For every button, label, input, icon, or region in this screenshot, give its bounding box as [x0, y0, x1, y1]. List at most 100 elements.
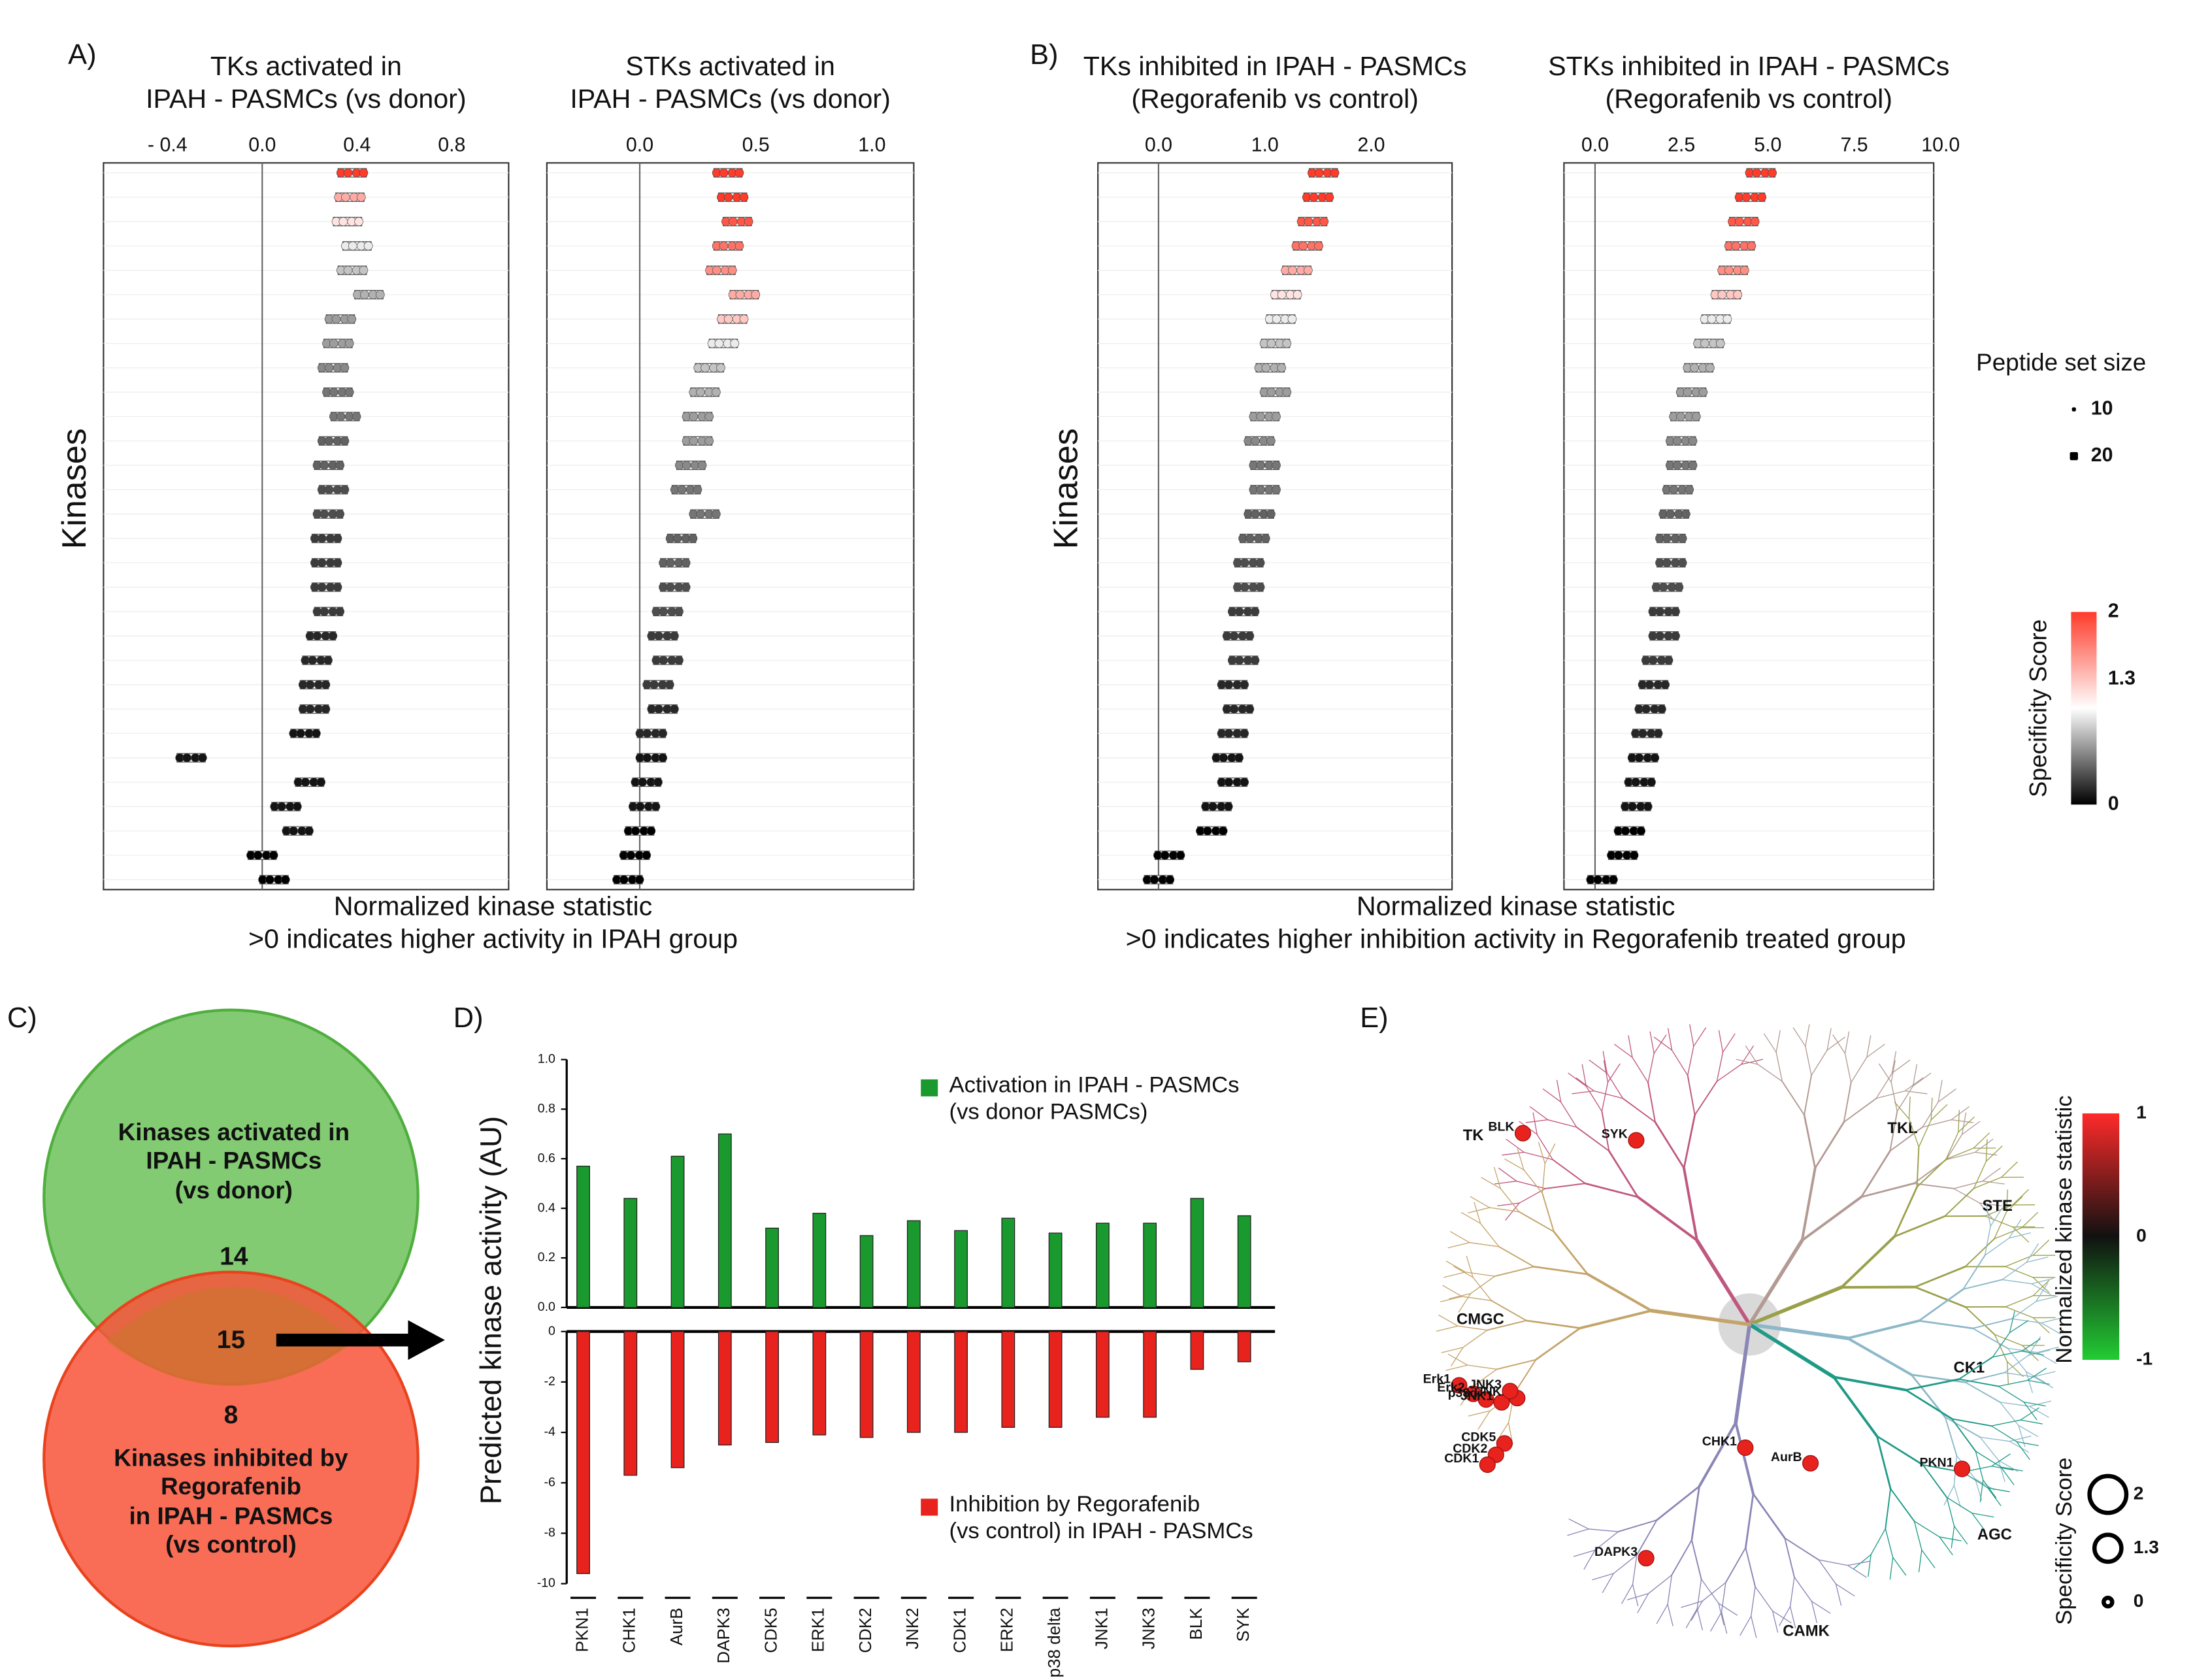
peptide-dot — [1690, 363, 1699, 372]
tree-branch — [1892, 1556, 1907, 1576]
tree-branch — [1990, 1419, 2021, 1426]
panel-label: E) — [1360, 1002, 1388, 1034]
tree-branch — [1740, 1615, 1752, 1636]
y2-tick-label: 0 — [548, 1324, 555, 1338]
venn-circle — [42, 1270, 420, 1648]
tree-branch — [1468, 1410, 1491, 1417]
x-tick-label: 0.8 — [438, 134, 465, 156]
tree-branch — [2000, 1466, 2023, 1472]
peptide-dot — [674, 655, 684, 665]
tree-branch — [1893, 1215, 1946, 1238]
tree-branch — [1518, 1211, 1555, 1232]
tree-branch — [1918, 1549, 1922, 1573]
tree-branch — [1656, 1604, 1668, 1624]
tree-branch — [1696, 1578, 1702, 1609]
tree-branch — [2016, 1441, 2039, 1446]
tree-branch — [1589, 1059, 1608, 1074]
tree-branch — [1876, 1435, 1892, 1490]
tree-branch — [1523, 1169, 1543, 1194]
tree-branch — [2033, 1376, 2054, 1389]
peptide-dot — [666, 582, 675, 592]
x-tick-label: 0.0 — [1581, 134, 1609, 156]
tree-branch — [1500, 1188, 1520, 1213]
bar — [1237, 1215, 1251, 1308]
tree-branch — [1519, 1188, 1546, 1204]
tree-branch — [1879, 1063, 1892, 1083]
bar — [717, 1331, 732, 1446]
tree-branch — [1607, 1063, 1621, 1083]
tree-branch — [1775, 1030, 1781, 1053]
legend-label: Activation in IPAH - PASMCs (vs donor PA… — [949, 1074, 1240, 1125]
tree-branch — [1487, 1319, 1527, 1331]
tree-branch — [1734, 1421, 1755, 1496]
peptide-dot — [674, 607, 684, 616]
peptide-dot — [714, 338, 724, 348]
tree-branch — [1602, 1573, 1614, 1593]
y-tick-label: 0.8 — [538, 1102, 555, 1116]
peptide-dot — [1768, 168, 1777, 178]
tree-branch — [1984, 1238, 2010, 1256]
peptide-dot — [1643, 802, 1653, 812]
tree-branch — [1536, 1134, 1553, 1161]
tree-branch — [1683, 1166, 1698, 1242]
tree-branch — [1951, 1106, 1970, 1121]
tree-branch — [1868, 1554, 1872, 1577]
tree-branch — [1814, 1121, 1845, 1170]
tree-branch — [1689, 1024, 1694, 1047]
peptide-dot — [1288, 265, 1297, 275]
tree-branch — [1951, 1418, 1977, 1452]
bar — [1001, 1217, 1015, 1308]
peptide-dot — [341, 192, 350, 202]
peptide-dot — [1251, 436, 1260, 446]
tree-branch — [1994, 1334, 2008, 1362]
tree-branch — [1840, 1235, 1896, 1289]
group-label: CK1 — [1954, 1359, 1985, 1376]
peptide-dot — [727, 265, 737, 275]
tree-branch — [2021, 1351, 2044, 1356]
tree-branch — [1953, 1485, 1961, 1507]
colorbar — [2071, 612, 2097, 805]
x-tick-label: BLK — [1186, 1607, 1206, 1640]
peptide-dot — [1251, 509, 1260, 519]
tree-branch — [1494, 1266, 1535, 1277]
x-tick-label: ERK1 — [808, 1607, 828, 1652]
peptide-dot — [670, 704, 679, 714]
tree-branch — [1584, 1182, 1639, 1198]
chart-title-box: TKs inhibited in IPAH - PASMCs (Regorafe… — [1083, 52, 1467, 115]
peptide-dot — [1255, 558, 1265, 568]
peptide-dot — [638, 778, 648, 787]
peptide-dot — [1224, 729, 1234, 738]
tree-branch — [1938, 1088, 1956, 1103]
peptide-dot — [1634, 753, 1644, 763]
tree-branch — [1647, 1053, 1655, 1083]
peptide-dot — [1741, 192, 1751, 202]
peptide-dot — [360, 290, 369, 299]
x-tick-label: JNK2 — [902, 1607, 922, 1649]
tree-branch — [1553, 1230, 1589, 1276]
kinase-label: JNK1 — [1460, 1389, 1493, 1404]
peptide-dot — [1229, 704, 1239, 714]
peptide-dot — [182, 753, 191, 763]
venn-label: Kinases activated in IPAH - PASMCs (vs d… — [118, 1119, 350, 1204]
tree-branch — [2029, 1400, 2052, 1407]
kinase-label: CDK1 — [1444, 1451, 1479, 1466]
chart-title: TKs inhibited in IPAH - PASMCs (Regorafe… — [1083, 52, 1467, 115]
tree-branch — [1573, 1549, 1596, 1557]
tree-branch — [1971, 1512, 1986, 1532]
bar — [1237, 1331, 1251, 1362]
tree-branch — [1998, 1385, 2024, 1403]
tree-branch — [1690, 1485, 1700, 1541]
tree-branch — [1517, 1148, 1525, 1171]
y-tick-label: 0.4 — [538, 1200, 555, 1215]
peptide-dot — [1256, 412, 1265, 421]
bar — [906, 1220, 921, 1308]
tree-branch — [1853, 1554, 1872, 1570]
tree-branch — [1462, 1329, 1488, 1348]
tree-branch — [1835, 1583, 1855, 1596]
peptide-dot — [1653, 729, 1663, 738]
peptide-dot — [670, 631, 679, 641]
score-key — [2102, 1596, 2115, 1609]
peptide-dot — [1752, 168, 1762, 178]
tree-branch — [2009, 1320, 2029, 1334]
tree-branch — [1458, 1293, 1472, 1313]
